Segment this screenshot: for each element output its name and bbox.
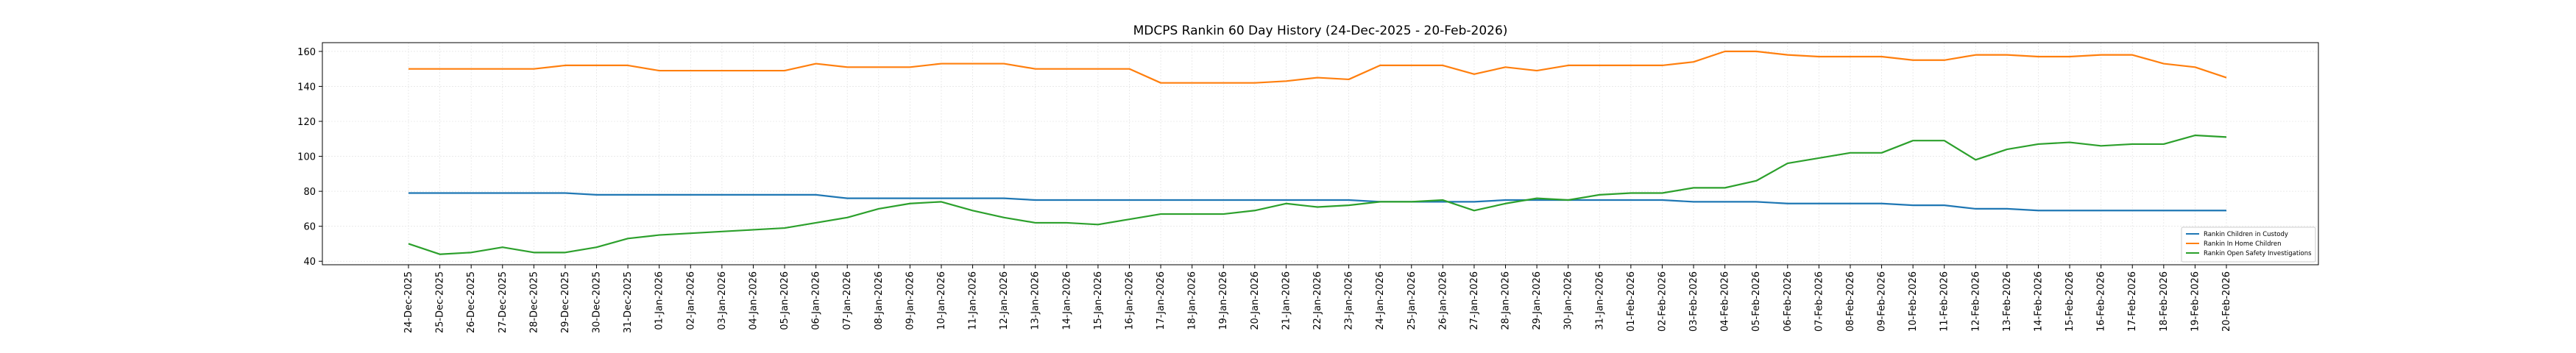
y-tick-label: 160 [297,47,316,58]
x-tick-label: 06-Jan-2026 [811,271,822,330]
series-line-3 [408,134,2227,255]
x-tick-label: 24-Jan-2026 [1375,271,1386,330]
x-tick-label: 19-Jan-2026 [1218,271,1229,330]
x-tick-label: 17-Jan-2026 [1156,271,1167,330]
x-tick-label: 26-Jan-2026 [1437,271,1448,330]
x-tick-label: 04-Feb-2026 [1720,271,1731,332]
x-tick-label: 01-Feb-2026 [1626,271,1637,332]
series-line-1 [408,192,2226,212]
x-tick-label: 08-Jan-2026 [874,271,885,330]
x-tick-label: 21-Jan-2026 [1281,271,1292,330]
x-tick-label: 28-Dec-2025 [528,271,539,333]
x-tick-label: 13-Jan-2026 [1030,271,1041,330]
x-tick-label: 31-Dec-2025 [623,271,634,333]
y-tick-label: 100 [297,152,316,163]
series-lines [408,50,2227,255]
x-tick-label: 27-Dec-2025 [498,271,509,333]
y-axis: 40 60 80 100 120 140 160 [297,47,322,268]
chart-title: MDCPS Rankin 60 Day History (24-Dec-2025… [1133,24,1508,38]
x-tick-label: 20-Feb-2026 [2221,271,2232,332]
x-tick-label: 14-Feb-2026 [2033,271,2044,332]
x-tick-label: 08-Feb-2026 [1845,271,1856,332]
legend-label: Rankin Open Safety Investigations [2204,250,2312,257]
y-tick-label: 120 [297,117,316,128]
y-tick-label: 60 [303,222,316,233]
x-tick-label: 10-Feb-2026 [1908,271,1919,332]
x-tick-label: 02-Jan-2026 [685,271,696,330]
y-tick-label: 80 [303,187,316,198]
x-tick-label: 01-Jan-2026 [654,271,665,330]
x-tick-label: 06-Feb-2026 [1783,271,1794,332]
x-tick-label: 16-Feb-2026 [2096,271,2107,332]
x-tick-label: 15-Jan-2026 [1093,271,1104,330]
x-tick-label: 29-Jan-2026 [1532,271,1543,330]
legend-label: Rankin In Home Children [2204,240,2281,248]
x-tick-label: 15-Feb-2026 [2064,271,2076,332]
y-tick-label: 40 [303,257,316,268]
x-tick-label: 23-Jan-2026 [1344,271,1355,330]
x-tick-label: 12-Jan-2026 [999,271,1010,330]
x-tick-label: 30-Jan-2026 [1563,271,1574,330]
series-line-2 [408,50,2227,84]
x-tick-label: 19-Feb-2026 [2190,271,2201,332]
x-axis: 24-Dec-2025 25-Dec-2025 26-Dec-2025 27-Dec-… [403,265,2232,333]
x-tick-label: 09-Feb-2026 [1877,271,1888,332]
x-tick-label: 13-Feb-2026 [2002,271,2013,332]
y-tick-label: 140 [297,82,316,93]
x-tick-label: 02-Feb-2026 [1657,271,1668,332]
x-tick-label: 28-Jan-2026 [1501,271,1512,330]
x-tick-label: 26-Dec-2025 [466,271,477,333]
x-tick-label: 03-Feb-2026 [1688,271,1699,332]
x-tick-label: 14-Jan-2026 [1061,271,1072,330]
x-tick-label: 20-Jan-2026 [1250,271,1261,330]
x-tick-label: 17-Feb-2026 [2127,271,2138,332]
grid [322,43,2318,265]
x-tick-label: 03-Jan-2026 [717,271,728,330]
x-tick-label: 07-Feb-2026 [1814,271,1825,332]
x-tick-label: 25-Jan-2026 [1406,271,1418,330]
legend-label: Rankin Children in Custody [2204,231,2288,238]
x-tick-label: 18-Feb-2026 [2159,271,2170,332]
x-tick-label: 05-Jan-2026 [779,271,790,330]
x-tick-label: 27-Jan-2026 [1469,271,1480,330]
x-tick-label: 07-Jan-2026 [842,271,853,330]
x-tick-label: 10-Jan-2026 [936,271,947,330]
x-tick-label: 05-Feb-2026 [1751,271,1762,332]
x-tick-label: 31-Jan-2026 [1594,271,1605,330]
x-tick-label: 11-Jan-2026 [968,271,979,330]
x-tick-label: 24-Dec-2025 [403,271,414,333]
legend: Rankin Children in Custody Rankin In Home… [2181,227,2316,263]
x-tick-label: 18-Jan-2026 [1187,271,1198,330]
x-tick-label: 25-Dec-2025 [435,271,446,333]
legend-box [2181,227,2316,263]
x-tick-label: 12-Feb-2026 [1970,271,1981,332]
x-tick-label: 30-Dec-2025 [592,271,603,333]
x-tick-label: 11-Feb-2026 [1939,271,1950,332]
x-tick-label: 22-Jan-2026 [1312,271,1323,330]
x-tick-label: 09-Jan-2026 [905,271,916,330]
x-tick-label: 29-Dec-2025 [560,271,571,333]
plot-area-frame [322,42,2319,265]
x-tick-label: 16-Jan-2026 [1124,271,1135,330]
x-tick-label: 04-Jan-2026 [748,271,759,330]
